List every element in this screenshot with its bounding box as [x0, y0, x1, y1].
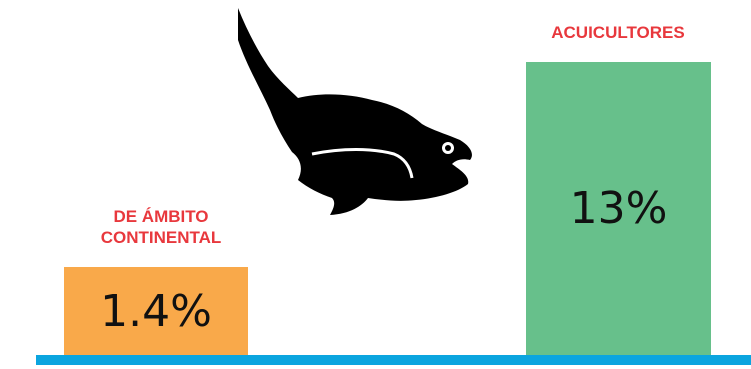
category-label: DE ÁMBITO CONTINENTAL: [100, 207, 222, 247]
bar-value-label: 1.4%: [100, 285, 212, 337]
bar: 13%: [526, 62, 711, 355]
fish-icon: [238, 8, 472, 215]
bar: 1.4%: [64, 267, 248, 355]
bar-value-label: 13%: [569, 183, 668, 234]
category-label: ACUICULTORES: [551, 23, 685, 42]
baseline: [36, 355, 751, 365]
